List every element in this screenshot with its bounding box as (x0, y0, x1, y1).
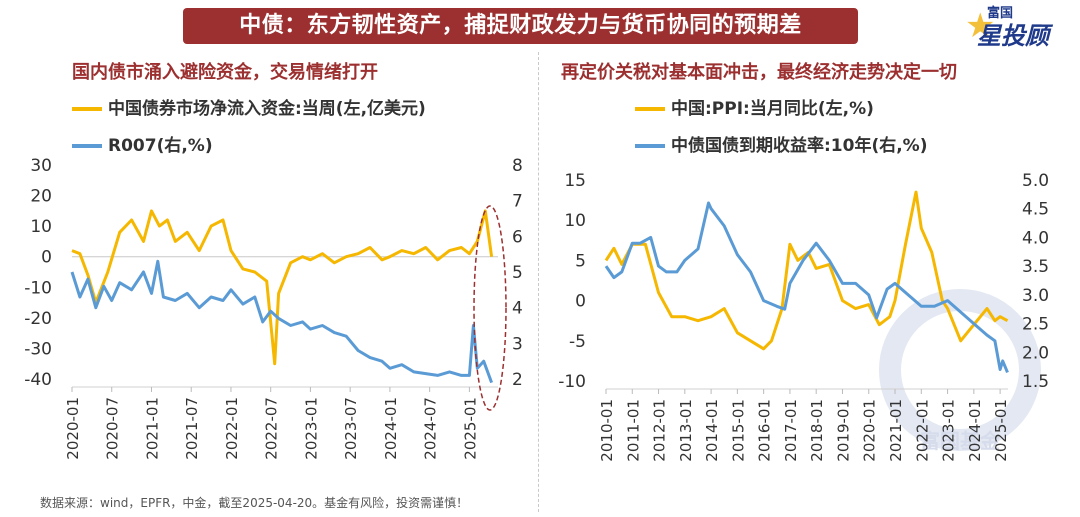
y-right-tick-label: 3.5 (1022, 257, 1049, 277)
legend-swatch-blue (72, 144, 102, 148)
y-left-tick-label: -10 (24, 278, 52, 298)
y-right-tick-label: 1.5 (1022, 372, 1049, 392)
legend-label: R007(右,%) (108, 136, 213, 156)
y-left-tick-label: 0 (41, 248, 52, 268)
right-chart-subtitle: 再定价关税对基本面冲击，最终经济走势决定一切 (561, 62, 957, 83)
x-tick-label: 2017-01 (782, 399, 800, 462)
x-tick-label: 2023-01 (302, 397, 320, 460)
brand-logo: ★ 富国 星投顾 (965, 2, 1075, 50)
x-tick-label: 2010-01 (598, 399, 616, 462)
data-source-note: 数据来源：wind，EPFR，中金，截至2025-04-20。基金有风险，投资需… (40, 496, 469, 510)
x-tick-label: 2025-01 (992, 399, 1010, 462)
x-tick-label: 2014-01 (703, 399, 721, 462)
y-left-tick-label: 5 (575, 251, 586, 271)
x-tick-label: 2019-01 (834, 399, 852, 462)
y-left-tick-label: 30 (30, 156, 52, 176)
x-tick-label: 2025-01 (461, 397, 479, 460)
legend-swatch-orange (72, 107, 102, 111)
legend-swatch-blue (635, 144, 665, 148)
watermark-text: 富国基金 (920, 429, 1001, 453)
left-chart-subtitle: 国内债市涌入避险资金，交易情绪打开 (72, 62, 378, 83)
left-legend-orange: 中国债券市场净流入资金:当周(左,亿美元) (72, 94, 426, 119)
x-tick-label: 2021-01 (143, 397, 161, 460)
x-tick-label: 2018-01 (808, 399, 826, 462)
x-tick-label: 2020-01 (64, 397, 82, 460)
y-right-tick-label: 4.5 (1022, 200, 1049, 220)
x-tick-label: 2023-01 (940, 399, 958, 462)
y-right-tick-label: 2.0 (1022, 343, 1049, 363)
y-right-tick-label: 2.5 (1022, 315, 1049, 335)
y-left-tick-label: 15 (564, 171, 586, 191)
y-left-tick-label: -30 (24, 339, 52, 359)
right-legend-blue: 中债国债到期收益率:10年(右,%) (635, 131, 928, 156)
y-left-tick-label: 0 (575, 292, 586, 312)
series-line-orange (604, 190, 1009, 351)
x-tick-label: 2012-01 (651, 399, 669, 462)
star-icon: ★ (965, 6, 996, 46)
y-right-tick-label: 5 (512, 263, 523, 283)
y-left-tick-label: -10 (558, 372, 586, 392)
y-right-tick-label: 3.0 (1022, 286, 1049, 306)
x-tick-label: 2022-01 (223, 397, 241, 460)
watermark-ring (879, 289, 1041, 451)
y-left-tick-label: 10 (564, 211, 586, 231)
logo-main-text: 星投顾 (977, 22, 1049, 50)
logo-top-text: 富国 (987, 6, 1014, 21)
page-banner: 中债：东方韧性资产，捕捉财政发力与货币协同的预期差 (183, 8, 858, 44)
legend-swatch-orange (635, 107, 665, 111)
y-right-tick-label: 4 (512, 299, 523, 319)
y-left-tick-label: -40 (24, 370, 52, 390)
y-left-tick-label: 10 (30, 217, 52, 237)
y-left-tick-label: 20 (30, 187, 52, 207)
y-right-tick-label: 6 (512, 227, 523, 247)
panel-divider (538, 52, 539, 512)
x-tick-label: 2011-01 (624, 399, 642, 462)
x-tick-label: 2020-07 (104, 397, 122, 460)
y-right-tick-label: 4.0 (1022, 228, 1049, 248)
x-tick-label: 2024-07 (422, 397, 440, 460)
left-chart: 30 20 10 0 -10 -20 -30 -40 8 7 6 5 4 3 2 2020-01 2020-07… (24, 156, 523, 460)
x-tick-label: 2021-01 (887, 399, 905, 462)
y-right-tick-label: 7 (512, 192, 523, 212)
x-tick-label: 2021-07 (183, 397, 201, 460)
left-legend-blue: R007(右,%) (72, 131, 213, 156)
series-line-orange (71, 209, 494, 366)
x-tick-label: 2024-01 (382, 397, 400, 460)
legend-label: 中国:PPI:当月同比(左,%) (671, 99, 874, 119)
legend-label: 中国债券市场净流入资金:当周(左,亿美元) (108, 99, 426, 119)
y-right-tick-label: 2 (512, 370, 523, 390)
y-right-tick-label: 5.0 (1022, 171, 1049, 191)
y-left-tick-label: -20 (24, 309, 52, 329)
series-line-blue (604, 201, 1009, 373)
highlight-ellipse (473, 205, 507, 411)
x-tick-label: 2022-01 (913, 399, 931, 462)
y-right-tick-label: 3 (512, 334, 523, 354)
right-legend-orange: 中国:PPI:当月同比(左,%) (635, 94, 874, 119)
x-tick-label: 2024-01 (966, 399, 984, 462)
x-tick-label: 2016-01 (756, 399, 774, 462)
legend-label: 中债国债到期收益率:10年(右,%) (671, 136, 928, 156)
y-left-tick-label: -5 (569, 332, 586, 352)
y-right-tick-label: 8 (512, 156, 523, 176)
x-tick-label: 2013-01 (677, 399, 695, 462)
x-tick-label: 2022-07 (263, 397, 281, 460)
x-tick-label: 2020-01 (861, 399, 879, 462)
x-tick-label: 2023-07 (342, 397, 360, 460)
x-tick-label: 2015-01 (729, 399, 747, 462)
series-line-blue (70, 259, 494, 384)
